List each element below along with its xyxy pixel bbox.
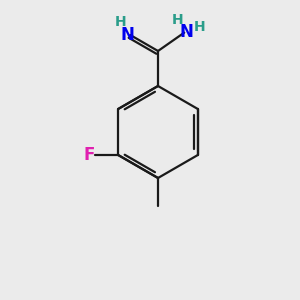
- Text: N: N: [120, 26, 134, 44]
- Text: N: N: [179, 22, 193, 40]
- Text: H: H: [194, 20, 205, 34]
- Text: H: H: [115, 15, 126, 29]
- Text: H: H: [171, 13, 183, 27]
- Text: F: F: [83, 146, 95, 164]
